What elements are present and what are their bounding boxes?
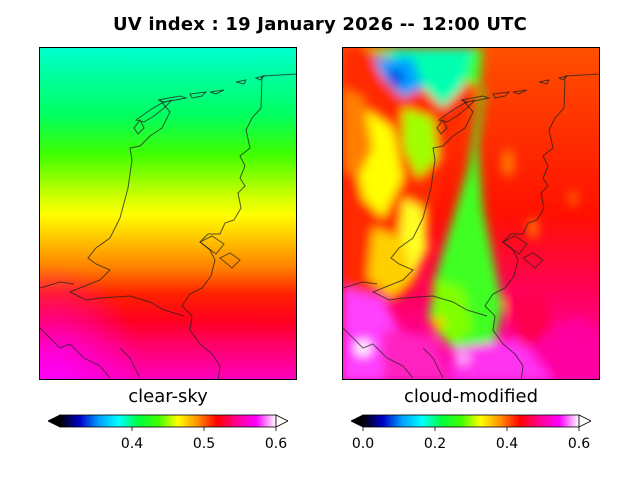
colorbar-tick-label: 0.0 xyxy=(351,436,375,452)
coastline-right xyxy=(343,73,599,379)
clear-sky-map-svg xyxy=(40,48,296,379)
colorbar-tick-label: 0.4 xyxy=(495,436,519,452)
cloud-modified-map-svg xyxy=(343,48,599,379)
page-title: UV index : 19 January 2026 -- 12:00 UTC xyxy=(112,14,528,35)
cloud-modified-map xyxy=(342,47,600,380)
colorbar-min-extend xyxy=(350,414,364,428)
colorbar-tick-label: 0.5 xyxy=(192,436,216,452)
coastline-left xyxy=(40,73,296,379)
colorbar-ticks xyxy=(362,427,580,431)
colorbar-tick-label: 0.6 xyxy=(567,436,591,452)
colorbar-tick-label: 0.4 xyxy=(120,436,144,452)
cloud-modified-label: cloud-modified xyxy=(403,386,539,407)
clear-sky-field-corner xyxy=(40,48,296,379)
colorbar-ticks xyxy=(131,427,277,431)
clear-sky-colorbar: 0.4 0.5 0.6 xyxy=(47,414,289,462)
colorbar-ramp xyxy=(59,414,277,428)
clear-sky-colorbar-svg xyxy=(47,414,289,431)
cloud-modified-colorbar: 0.0 0.2 0.4 0.6 xyxy=(350,414,592,462)
colorbar-min-extend xyxy=(47,414,61,428)
colorbar-max-extend xyxy=(275,414,289,428)
clear-sky-map xyxy=(39,47,297,380)
cloud-modified-colorbar-svg xyxy=(350,414,592,431)
colorbar-ramp xyxy=(362,414,580,428)
colorbar-tick-label: 0.6 xyxy=(264,436,288,452)
cloud-field-patches xyxy=(343,48,599,379)
clear-sky-label: clear-sky xyxy=(128,386,208,407)
colorbar-tick-label: 0.2 xyxy=(423,436,447,452)
colorbar-max-extend xyxy=(578,414,592,428)
